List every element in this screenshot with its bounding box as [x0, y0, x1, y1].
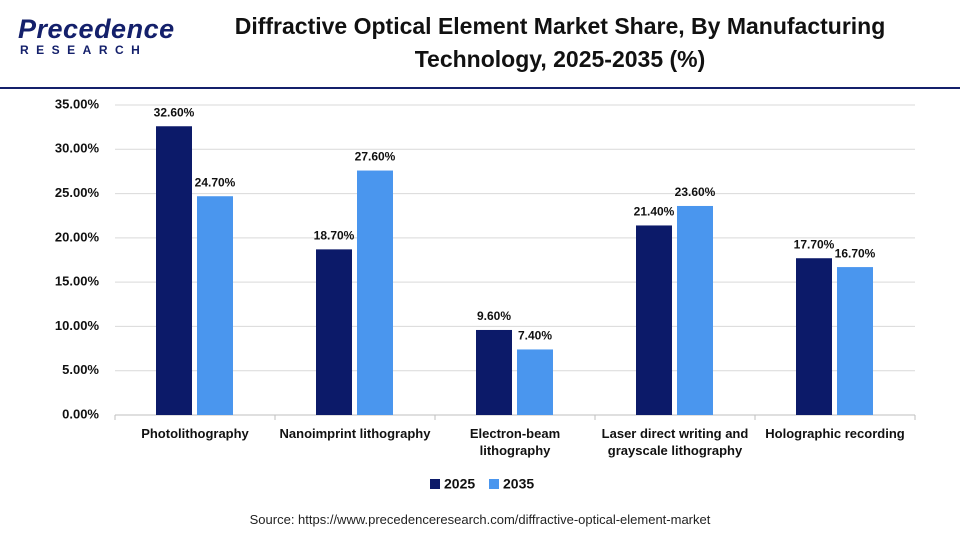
value-label: 27.60%	[355, 150, 396, 164]
bar	[316, 249, 352, 415]
bar	[837, 267, 873, 415]
bar	[476, 329, 512, 415]
x-tick-label: Photolithography	[141, 426, 249, 441]
y-tick-label: 0.00%	[62, 406, 99, 421]
y-tick-label: 15.00%	[55, 274, 100, 289]
bar	[357, 170, 393, 415]
bar	[156, 126, 192, 415]
bar	[796, 258, 832, 415]
x-tick-label: Holographic recording	[765, 426, 905, 441]
legend-label: 2035	[503, 476, 534, 492]
y-tick-label: 25.00%	[55, 185, 100, 200]
value-label: 18.70%	[314, 229, 355, 243]
value-label: 32.60%	[154, 105, 195, 119]
value-label: 23.60%	[675, 185, 716, 199]
bar	[636, 225, 672, 415]
legend-swatch	[430, 479, 440, 489]
value-label: 21.40%	[634, 205, 675, 219]
chart-title: Diffractive Optical Element Market Share…	[234, 13, 886, 72]
value-label: 9.60%	[477, 309, 511, 323]
bar	[517, 349, 553, 415]
x-tick-label: Laser direct writing and grayscale litho…	[601, 426, 749, 458]
brand-sub: RESEARCH	[20, 43, 148, 57]
legend-swatch	[489, 479, 499, 489]
bar	[677, 205, 713, 415]
y-tick-label: 30.00%	[55, 141, 100, 156]
y-tick-label: 5.00%	[62, 362, 99, 377]
brand-name: Precedence	[18, 14, 175, 44]
value-label: 16.70%	[835, 246, 876, 260]
brand: Precedence RESEARCH	[18, 14, 175, 57]
y-tick-label: 20.00%	[55, 229, 100, 244]
bar	[197, 196, 233, 415]
x-tick-label: Electron-beam lithography	[469, 426, 561, 458]
legend-label: 2025	[444, 476, 475, 492]
value-label: 7.40%	[518, 329, 552, 343]
y-tick-label: 35.00%	[55, 96, 100, 111]
value-label: 17.70%	[794, 237, 835, 251]
y-tick-label: 10.00%	[55, 318, 100, 333]
source: Source: https://www.precedenceresearch.c…	[249, 512, 711, 527]
value-label: 24.70%	[195, 175, 236, 189]
x-tick-label: Nanoimprint lithography	[279, 426, 431, 441]
